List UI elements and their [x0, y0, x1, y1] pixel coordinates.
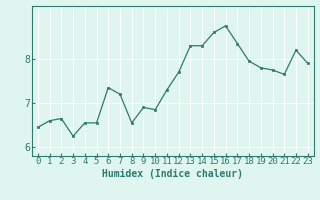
- X-axis label: Humidex (Indice chaleur): Humidex (Indice chaleur): [102, 169, 243, 179]
